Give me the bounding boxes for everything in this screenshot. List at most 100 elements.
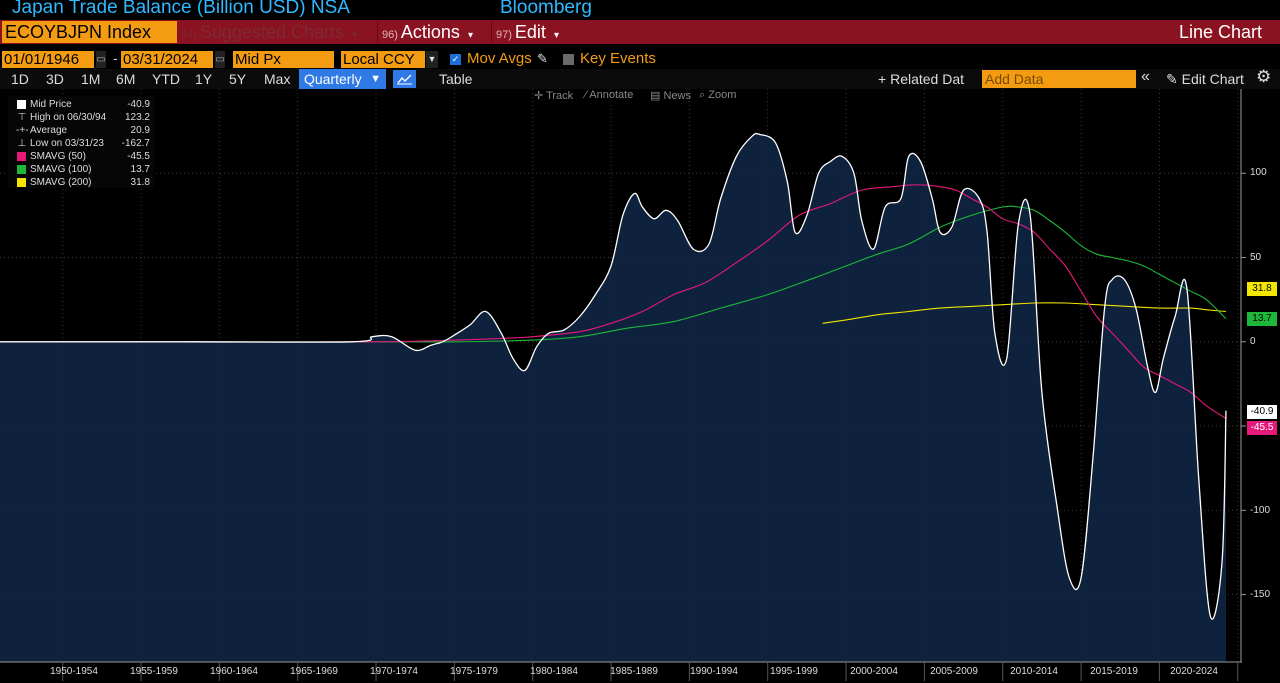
news-tool[interactable]: ▤ News <box>650 89 691 102</box>
gear-icon[interactable]: ⚙ <box>1256 67 1272 86</box>
edit-chart-button[interactable]: ✎ Edit Chart <box>1166 69 1244 89</box>
chart-canvas[interactable] <box>0 89 1280 683</box>
toolbar-divider <box>377 22 378 42</box>
edit-label: Edit <box>514 22 546 42</box>
magnifier-icon: ⌕ <box>699 89 706 101</box>
legend-item-high[interactable]: ⊤ High on 06/30/94 123.2 <box>8 111 154 124</box>
actions-number: 96) <box>382 29 398 41</box>
legend-name: Mid Price <box>30 99 72 110</box>
legend-name: High on 06/30/94 <box>30 112 107 123</box>
legend-swatch <box>17 100 26 109</box>
legend-item-mid-price[interactable]: Mid Price -40.9 <box>8 98 154 111</box>
legend-value: 123.2 <box>124 112 150 123</box>
pencil-icon: ⁄ <box>585 89 587 101</box>
series-line-smavg-200- <box>822 302 1227 324</box>
related-data-label: Related Dat <box>890 71 965 87</box>
actions-menu[interactable]: 96) Actions ▾ <box>382 20 473 44</box>
period-6m-button[interactable]: 6M <box>116 71 136 87</box>
x-tick-label: 1995-1999 <box>770 666 818 677</box>
period-ytd-button[interactable]: YTD <box>152 71 180 87</box>
legend-item-low[interactable]: ⊥ Low on 03/31/23 -162.7 <box>8 137 154 150</box>
x-tick-label: 1975-1979 <box>450 666 498 677</box>
y-tick-label: 50 <box>1250 252 1262 263</box>
sma100-last-value-box: 13.7 <box>1247 312 1277 326</box>
annotate-tool[interactable]: ⁄ Annotate <box>585 89 633 101</box>
edit-number: 97) <box>496 29 512 41</box>
legend-value: 31.8 <box>130 177 150 188</box>
end-date-field[interactable]: 03/31/2024 <box>121 51 213 68</box>
track-tool[interactable]: ✛ Track <box>534 89 573 102</box>
currency-select[interactable]: Local CCY <box>341 51 425 68</box>
command-toolbar <box>0 20 1280 44</box>
legend-name: Average <box>30 125 68 136</box>
legend-item-smavg-50[interactable]: SMAVG (50) -45.5 <box>8 150 154 163</box>
pencil-icon[interactable]: ✎ <box>537 51 548 66</box>
calendar-icon[interactable]: ▭ <box>215 51 225 68</box>
ticker-input[interactable]: ECOYBJPN Index <box>2 21 177 43</box>
legend-name: SMAVG (200) <box>30 177 92 188</box>
x-tick-label: 1960-1964 <box>210 666 258 677</box>
legend-item-smavg-200[interactable]: SMAVG (200) 31.8 <box>8 176 154 189</box>
pencil-icon: ✎ <box>1166 71 1178 87</box>
x-tick-label: 2015-2019 <box>1090 666 1138 677</box>
news-icon: ▤ <box>650 90 661 102</box>
chevron-down-icon: ▼ <box>370 73 381 85</box>
zoom-label: Zoom <box>708 89 737 101</box>
suggested-charts-label: Suggested Charts <box>199 22 344 42</box>
toolbar-divider <box>491 22 492 42</box>
y-tick-label: -100 <box>1250 505 1271 516</box>
collapse-icon[interactable]: « <box>1141 68 1150 85</box>
chevron-down-icon: ▾ <box>467 30 473 41</box>
suggested-charts-menu[interactable]: 94) Suggested Charts ▾ <box>181 20 357 44</box>
frequency-select[interactable]: Quarterly ▼ <box>299 69 386 89</box>
edit-menu[interactable]: 97) Edit ▾ <box>496 20 559 44</box>
series-line-smavg-50- <box>187 184 1227 419</box>
key-events-checkbox[interactable] <box>563 54 574 65</box>
legend-value: 13.7 <box>130 164 150 175</box>
x-tick-label: 2010-2014 <box>1010 666 1058 677</box>
legend-value: -40.9 <box>127 99 150 110</box>
start-date-field[interactable]: 01/01/1946 <box>2 51 94 68</box>
annotate-label: Annotate <box>589 89 634 101</box>
track-label: Track <box>546 90 574 102</box>
x-tick-label: 2020-2024 <box>1170 666 1218 677</box>
title-bar <box>0 0 1280 20</box>
legend-item-average[interactable]: -+- Average 20.9 <box>8 124 154 137</box>
legend-item-smavg-100[interactable]: SMAVG (100) 13.7 <box>8 163 154 176</box>
actions-label: Actions <box>400 22 460 42</box>
series-line-mid-price <box>0 132 1227 620</box>
x-tick-label: 1980-1984 <box>530 666 578 677</box>
mov-avgs-checkbox[interactable]: ✓ <box>450 54 461 65</box>
crosshair-icon: ✛ <box>534 90 544 102</box>
mov-avgs-label[interactable]: Mov Avgs <box>467 50 532 67</box>
edit-chart-label: Edit Chart <box>1181 71 1244 87</box>
date-range-dash: - <box>113 50 118 66</box>
table-button[interactable]: Table <box>439 71 473 87</box>
line-chart-glyph <box>397 74 412 85</box>
period-3d-button[interactable]: 3D <box>46 71 64 87</box>
zoom-tool[interactable]: ⌕ Zoom <box>699 89 736 102</box>
key-events-label[interactable]: Key Events <box>580 50 656 67</box>
period-1y-button[interactable]: 1Y <box>195 71 213 87</box>
legend-name: Low on 03/31/23 <box>30 138 104 149</box>
price-field-select[interactable]: Mid Px <box>233 51 334 68</box>
x-tick-label: 1970-1974 <box>370 666 418 677</box>
calendar-icon[interactable]: ▭ <box>96 51 106 68</box>
mid-price-area <box>0 133 1226 662</box>
add-data-input[interactable]: Add Data <box>982 70 1136 88</box>
news-label: News <box>663 90 691 102</box>
line-chart-icon[interactable] <box>393 70 416 88</box>
y-tick-label: 100 <box>1250 167 1267 178</box>
brand-label: Bloomberg <box>500 0 592 18</box>
sma200-last-value-box: 31.8 <box>1247 282 1277 296</box>
period-1d-button[interactable]: 1D <box>11 71 29 87</box>
period-max-button[interactable]: Max <box>264 71 291 87</box>
chevron-down-icon[interactable]: ▼ <box>426 51 438 68</box>
period-1m-button[interactable]: 1M <box>81 71 101 87</box>
x-tick-label: 2005-2009 <box>930 666 978 677</box>
legend-value: -162.7 <box>121 138 150 149</box>
x-tick-label: 1985-1989 <box>610 666 658 677</box>
period-5y-button[interactable]: 5Y <box>229 71 247 87</box>
related-data-button[interactable]: + Related Dat <box>878 69 964 89</box>
legend-name: SMAVG (100) <box>30 164 92 175</box>
